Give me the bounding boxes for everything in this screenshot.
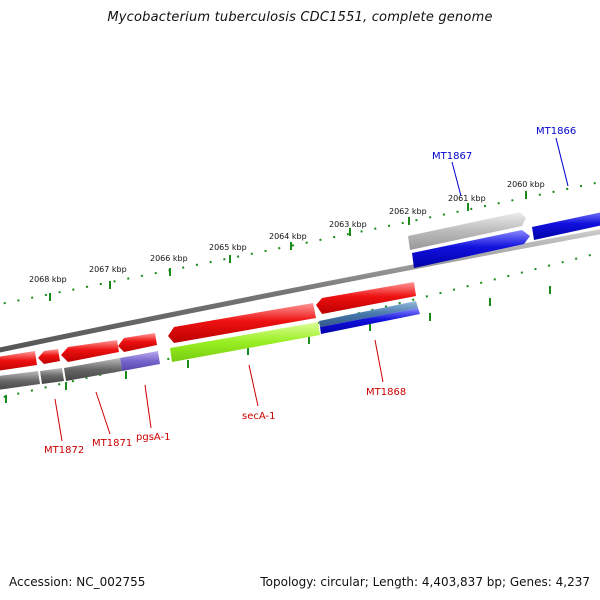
gene-mt1872[interactable] xyxy=(38,349,60,364)
leader-mt1872 xyxy=(54,398,63,442)
footer-topology: Topology: circular; Length: 4,403,837 bp… xyxy=(260,575,590,589)
tick-label-2062: 2062 kbp xyxy=(389,207,427,216)
leader-seca-1 xyxy=(248,364,259,407)
feature-blue-mt1868[interactable] xyxy=(320,308,420,334)
feature-tracks xyxy=(0,301,420,391)
forward-strand-genes xyxy=(408,210,600,268)
tick-label-2065: 2065 kbp xyxy=(209,243,247,252)
gene-pgsa-1[interactable] xyxy=(118,333,157,352)
label-mt1872[interactable]: MT1872 xyxy=(44,445,84,456)
feature-dark-mt1871[interactable] xyxy=(64,358,122,381)
footer-accession: Accession: NC_002755 xyxy=(9,575,146,589)
gene-mt1871[interactable] xyxy=(61,340,119,362)
label-mt1871[interactable]: MT1871 xyxy=(92,438,132,449)
leader-pgsa-1 xyxy=(144,384,152,429)
tick-label-2061: 2061 kbp xyxy=(448,194,486,203)
label-mt1866[interactable]: MT1866 xyxy=(536,126,576,137)
leader-mt1868 xyxy=(374,339,384,383)
inner-scale-ring xyxy=(0,251,600,399)
gene-light-gray-feature[interactable] xyxy=(408,212,526,250)
tick-label-2066: 2066 kbp xyxy=(150,254,188,263)
outer-major-ticks xyxy=(49,191,527,301)
gene-mt1866[interactable] xyxy=(532,210,600,240)
leader-mt1871 xyxy=(95,391,111,435)
gene-seca-1[interactable] xyxy=(168,303,316,343)
gene-mt1867[interactable] xyxy=(412,230,530,268)
label-leader-lines xyxy=(54,137,569,442)
tick-label-2060: 2060 kbp xyxy=(507,180,545,189)
feature-dark-mt1872[interactable] xyxy=(40,368,64,384)
feature-steel-mt1868[interactable] xyxy=(319,301,418,327)
tick-label-2068: 2068 kbp xyxy=(29,275,67,284)
label-mt1867[interactable]: MT1867 xyxy=(432,151,472,162)
leader-mt1867 xyxy=(451,161,462,197)
feature-dark-left-edge[interactable] xyxy=(0,371,40,391)
gene-mt1868[interactable] xyxy=(316,282,416,314)
tick-label-2064: 2064 kbp xyxy=(269,232,307,241)
gene-left-edge[interactable] xyxy=(0,351,37,372)
genome-backbone xyxy=(0,229,600,353)
reverse-strand-genes xyxy=(0,282,416,372)
label-seca-1[interactable]: secA-1 xyxy=(242,411,275,422)
map-title: Mycobacterium tuberculosis CDC1551, comp… xyxy=(107,10,493,25)
leader-mt1866 xyxy=(555,137,569,187)
label-mt1868[interactable]: MT1868 xyxy=(366,387,406,398)
tick-label-2063: 2063 kbp xyxy=(329,220,367,229)
inner-major-ticks xyxy=(5,286,551,403)
feature-purple-pgsa-1[interactable] xyxy=(120,351,160,371)
feature-lime-seca-1[interactable] xyxy=(170,322,320,362)
tick-label-2067: 2067 kbp xyxy=(89,265,127,274)
label-pgsa-1[interactable]: pgsA-1 xyxy=(136,432,171,443)
